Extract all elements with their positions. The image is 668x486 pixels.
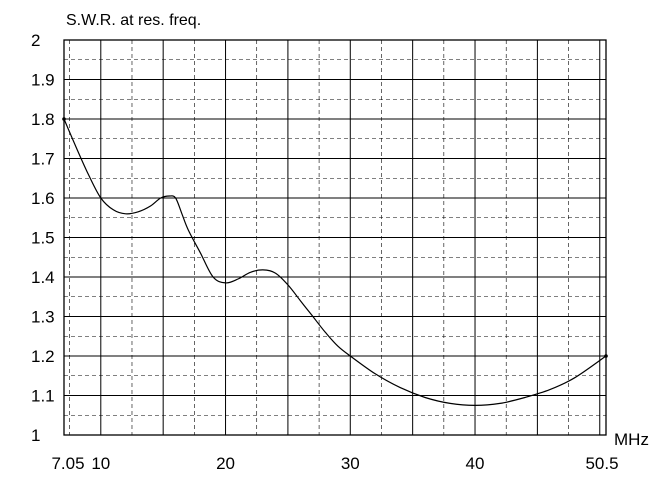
- x-tick-label: 40: [466, 454, 485, 473]
- y-tick-label: 1.1: [31, 387, 55, 406]
- y-tick-label: 1.4: [31, 268, 55, 287]
- series-point: [604, 354, 608, 358]
- y-tick-label: 1: [31, 426, 40, 445]
- chart-title: S.W.R. at res. freq.: [66, 12, 201, 29]
- x-tick-label: 7.05: [51, 454, 84, 473]
- x-tick-labels: 7.05 10 20 30 40 50.5: [51, 454, 618, 473]
- swr-series-line: [63, 118, 607, 407]
- x-tick-label: 20: [216, 454, 235, 473]
- grid: [63, 39, 607, 436]
- y-tick-label: 1.8: [31, 110, 55, 129]
- y-tick-label: 1.2: [31, 347, 55, 366]
- x-tick-label: 50.5: [585, 454, 618, 473]
- y-tick-label: 1.6: [31, 189, 55, 208]
- y-tick-labels: 1 1.1 1.2 1.3 1.4 1.5 1.6 1.7 1.8 1.9 2: [31, 31, 55, 445]
- y-tick-label: 1.9: [31, 71, 55, 90]
- x-tick-label: 10: [91, 454, 110, 473]
- y-tick-label: 1.3: [31, 308, 55, 327]
- y-tick-label: 1.5: [31, 229, 55, 248]
- y-tick-label: 1.7: [31, 150, 55, 169]
- x-tick-label: 30: [341, 454, 360, 473]
- series-point: [62, 117, 66, 121]
- series-markers: [62, 117, 608, 358]
- plot-frame: [63, 39, 607, 436]
- y-tick-label: 2: [31, 31, 40, 50]
- x-axis-label: MHz: [614, 430, 649, 449]
